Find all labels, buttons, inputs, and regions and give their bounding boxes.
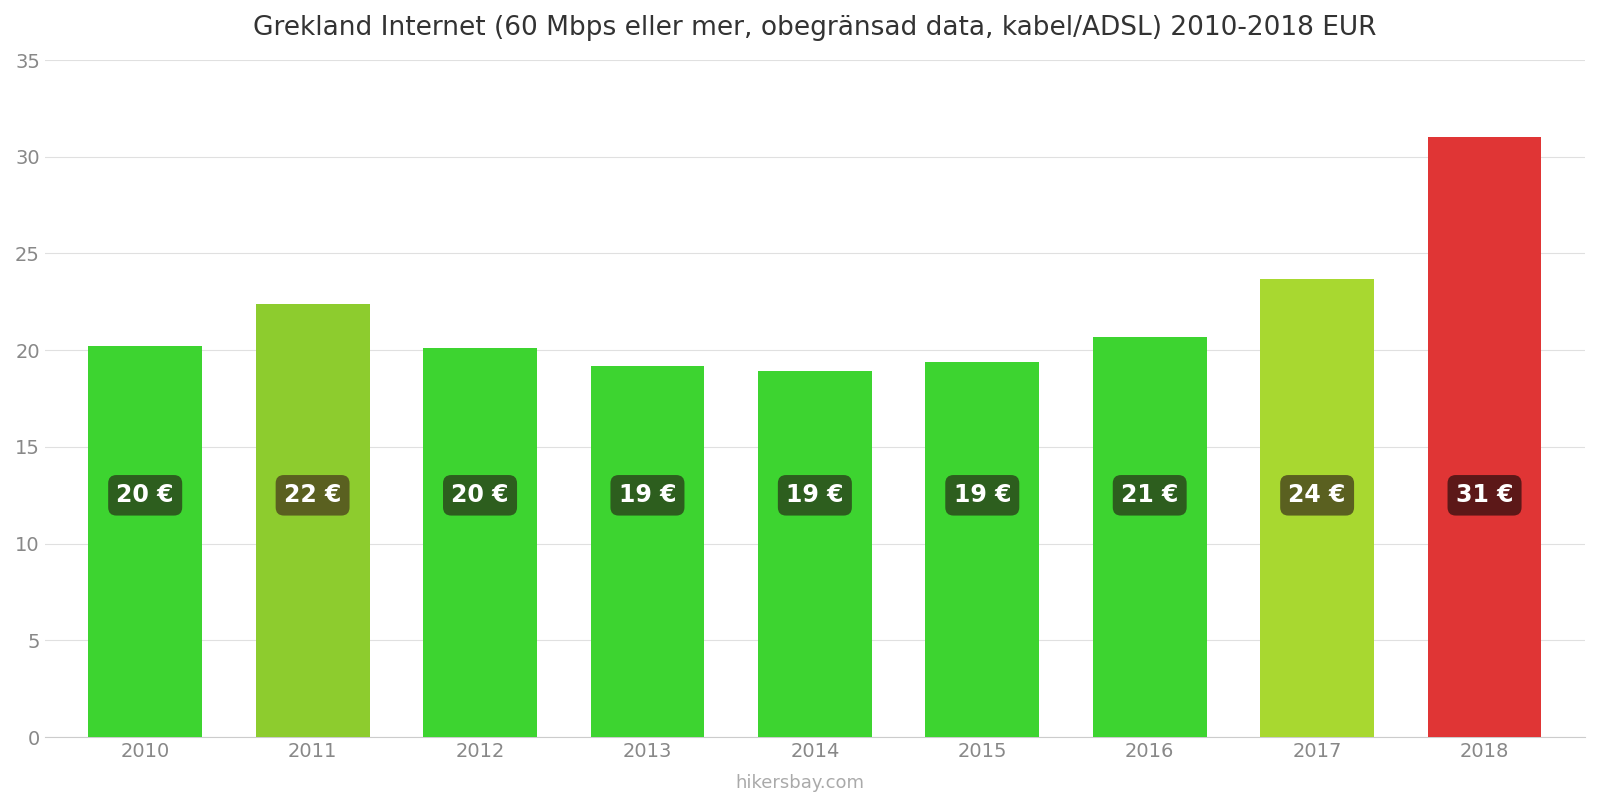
Bar xyxy=(758,371,872,737)
Text: 20 €: 20 € xyxy=(451,483,509,507)
Text: hikersbay.com: hikersbay.com xyxy=(736,774,864,792)
Text: 31 €: 31 € xyxy=(1456,483,1514,507)
Bar xyxy=(256,304,370,737)
Title: Grekland Internet (60 Mbps eller mer, obegränsad data, kabel/ADSL) 2010-2018 EUR: Grekland Internet (60 Mbps eller mer, ob… xyxy=(253,15,1376,41)
Text: 19 €: 19 € xyxy=(954,483,1011,507)
Bar xyxy=(1261,278,1374,737)
Text: 19 €: 19 € xyxy=(786,483,843,507)
Bar xyxy=(590,366,704,737)
Bar xyxy=(1427,138,1541,737)
Bar xyxy=(1093,337,1206,737)
Bar xyxy=(422,348,538,737)
Text: 20 €: 20 € xyxy=(117,483,174,507)
Text: 24 €: 24 € xyxy=(1288,483,1346,507)
Bar xyxy=(88,346,202,737)
Text: 19 €: 19 € xyxy=(619,483,677,507)
Bar xyxy=(925,362,1040,737)
Text: 21 €: 21 € xyxy=(1122,483,1178,507)
Text: 22 €: 22 € xyxy=(283,483,341,507)
